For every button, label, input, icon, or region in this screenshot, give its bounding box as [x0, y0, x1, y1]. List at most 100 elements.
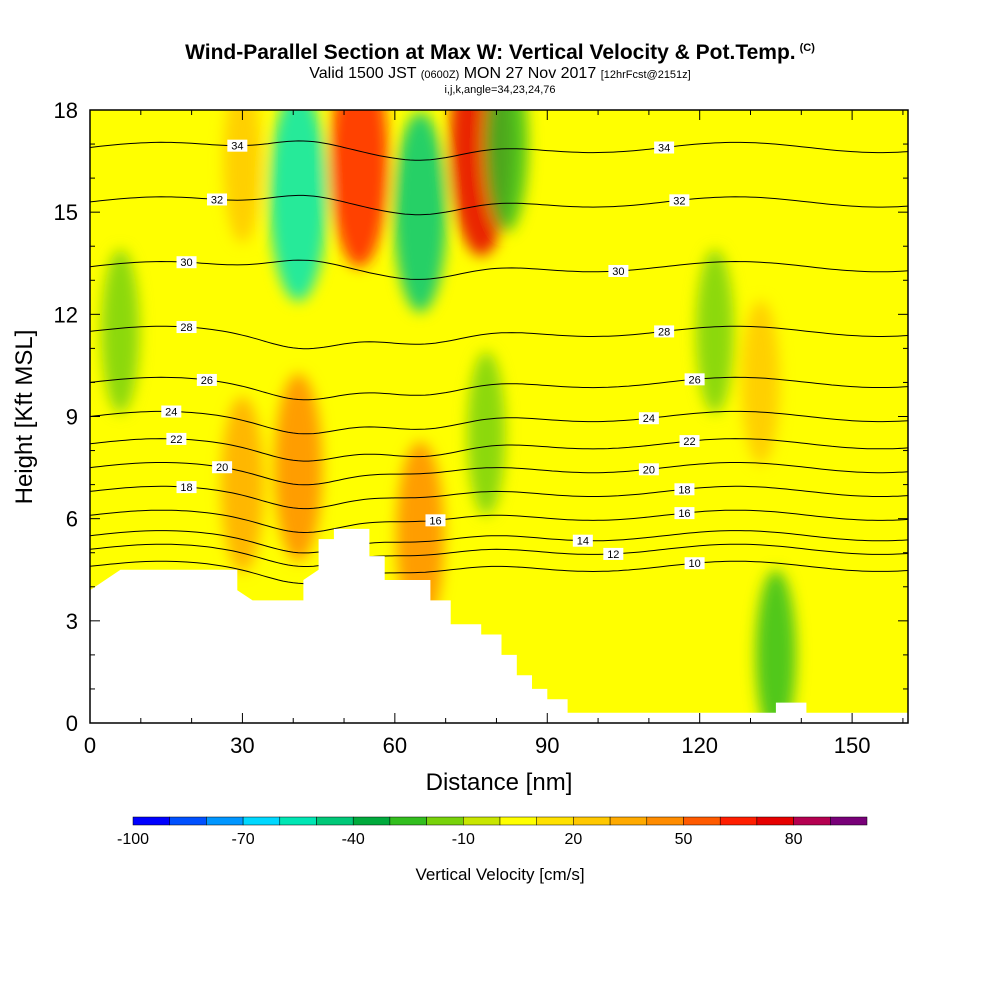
- colorbar-swatch: [536, 816, 574, 826]
- valid-prefix: Valid 1500 JST: [309, 65, 417, 82]
- contour-label-bg: [212, 461, 233, 474]
- colorbar-swatch: [499, 816, 537, 826]
- contour-label-text: 20: [216, 462, 228, 474]
- valid-date: MON 27 Nov 2017: [463, 65, 597, 82]
- contour-label-bg: [176, 256, 197, 269]
- theta-contour-label: 24: [161, 405, 182, 419]
- colorbar-swatch: [316, 816, 354, 826]
- theta-contour-16: [90, 509, 908, 534]
- colorbar-swatch: [169, 816, 207, 826]
- contour-label-text: 18: [678, 484, 690, 496]
- theta-contour-label: 30: [608, 264, 629, 278]
- colorbar-swatch: [242, 816, 281, 826]
- y-tick-label: 12: [54, 302, 78, 327]
- theta-contour-18: [90, 485, 908, 510]
- y-axis-label: Height [Kft MSL]: [11, 330, 38, 505]
- contour-label-text: 34: [231, 141, 243, 153]
- theta-contour-26: [90, 376, 908, 401]
- x-tick-label: 150: [834, 733, 871, 758]
- theta-contour-34: [90, 140, 908, 161]
- theta-contour-label: 26: [684, 373, 705, 386]
- theta-contour-label: 34: [227, 139, 248, 153]
- theta-contour-14: [90, 530, 908, 554]
- colorbar-tick-label: -70: [232, 831, 255, 848]
- contour-label-bg: [425, 514, 446, 527]
- theta-contour-label: 18: [176, 481, 197, 494]
- grid-indices: i,j,k,angle=34,23,24,76: [444, 84, 556, 96]
- y-tick-label: 0: [66, 711, 78, 736]
- contour-label-bg: [608, 264, 629, 277]
- colorbar-swatch: [793, 816, 831, 826]
- chart-header: Wind-Parallel Section at Max W: Vertical…: [0, 36, 1000, 96]
- colorbar-swatch: [830, 816, 868, 826]
- colorbar: -100 -70 -40 -10 20 50 80: [117, 816, 868, 848]
- theta-contour-24: [90, 410, 908, 435]
- w-feature-4: [393, 112, 447, 313]
- theta-contour-label: 34: [654, 141, 675, 155]
- contour-label-text: 24: [165, 407, 177, 419]
- contour-label-bg: [684, 557, 705, 570]
- colorbar-tick-label: -10: [452, 831, 475, 848]
- axes: 0 30 60 90 120 150 0 3 6 9 12 15 18: [54, 98, 908, 758]
- colorbar-swatch: [609, 816, 648, 826]
- theta-contour-label: 18: [674, 483, 695, 496]
- x-tick-label: 60: [383, 733, 407, 758]
- theta-contour-label: 24: [638, 412, 659, 425]
- contour-label-text: 18: [180, 482, 192, 494]
- forecast-info: [12hrFcst@2151z]: [600, 69, 691, 81]
- contour-label-text: 16: [678, 508, 690, 520]
- contour-label-bg: [166, 432, 187, 445]
- w-feature-11: [695, 249, 734, 414]
- contour-label-text: 14: [577, 536, 589, 548]
- contour-label-text: 28: [180, 322, 192, 334]
- chart-title-line: Wind-Parallel Section at Max W: Vertical…: [0, 36, 1000, 65]
- contour-label-bg: [654, 141, 675, 154]
- contour-label-bg: [679, 435, 700, 448]
- theta-contour-22: [90, 438, 908, 462]
- contour-label-bg: [684, 373, 705, 386]
- colorbar-swatch: [756, 816, 794, 826]
- colorbar-swatch: [683, 816, 721, 826]
- colorbar-tick-label: -100: [117, 831, 149, 848]
- y-tick-label: 3: [66, 609, 78, 634]
- contour-label-bg: [603, 547, 624, 560]
- colorbar-swatch: [646, 816, 684, 826]
- theta-contour-30: [90, 259, 908, 280]
- colorbar-swatch: [463, 816, 501, 826]
- w-feature-0: [101, 249, 140, 414]
- theta-contour-12: [90, 543, 908, 567]
- contour-label-text: 10: [688, 558, 700, 570]
- colorbar-swatch: [206, 816, 244, 826]
- contour-label-text: 22: [170, 434, 182, 446]
- theta-contour-label: 28: [176, 321, 197, 334]
- contour-label-text: 12: [607, 549, 619, 561]
- w-feature-2: [269, 110, 328, 302]
- colorbar-swatch: [132, 816, 170, 826]
- colorbar-tick-label: 50: [675, 831, 693, 848]
- w-feature-7: [274, 373, 323, 562]
- y-tick-label: 6: [66, 507, 78, 532]
- contour-label-bg: [161, 405, 182, 418]
- theta-contour-label: 16: [425, 514, 446, 527]
- contour-label-bg: [638, 463, 659, 476]
- contour-label-text: 32: [211, 194, 223, 206]
- y-tick-label: 18: [54, 98, 78, 123]
- colorbar-swatch: [352, 816, 391, 826]
- contour-label-text: 28: [658, 326, 670, 338]
- contour-label-text: 16: [429, 515, 441, 527]
- theta-contour-28: [90, 325, 908, 350]
- w-feature-10: [467, 351, 506, 516]
- theta-contour-label: 26: [196, 373, 217, 387]
- theta-contour-label: 20: [638, 463, 659, 476]
- theta-contour-label: 20: [212, 461, 233, 474]
- chart-title: Wind-Parallel Section at Max W: Vertical…: [185, 41, 796, 64]
- plot-area: 10 12 14 16 16 18 18 20 20 22 22 24 24 26 26 28 28 30 30 32…: [90, 110, 908, 723]
- theta-contour-label: 28: [654, 325, 675, 338]
- colorbar-tick-label: 20: [565, 831, 583, 848]
- x-tick-label: 120: [681, 733, 718, 758]
- contour-label-text: 24: [643, 413, 655, 425]
- w-feature-6: [485, 110, 529, 233]
- theta-contour-label: 32: [207, 193, 228, 206]
- copyright-mark: (C): [799, 42, 815, 54]
- contour-label-text: 32: [673, 195, 685, 207]
